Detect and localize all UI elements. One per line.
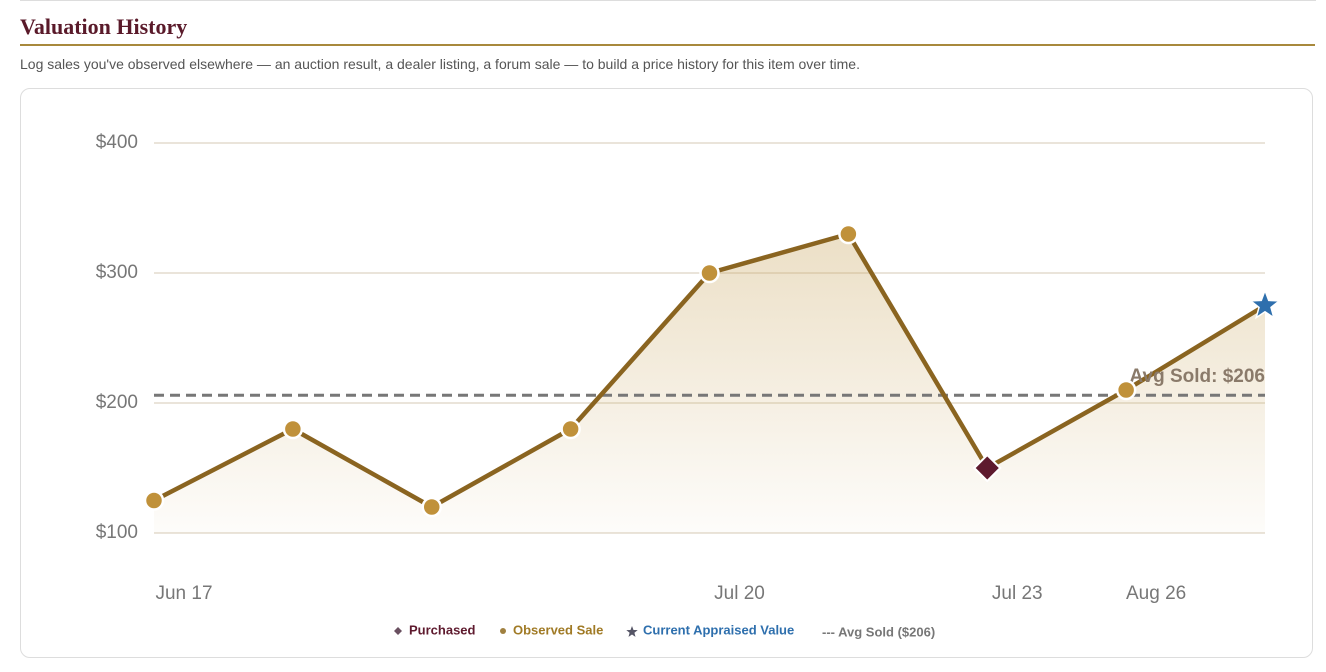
observed-point: [421, 496, 442, 518]
section-title: Valuation History: [20, 14, 188, 39]
appraised-point: [1248, 288, 1282, 320]
divider: [20, 0, 1316, 1]
legend-marker: [500, 628, 506, 634]
legend-label: Observed Sale: [513, 622, 603, 637]
legend-label: Current Appraised Value: [643, 622, 794, 637]
observed-point: [699, 262, 720, 284]
x-tick-label: Jul 20: [714, 583, 765, 604]
observed-point: [1115, 379, 1137, 401]
legend-marker: [394, 627, 402, 635]
x-tick-label: Jun 17: [155, 583, 212, 604]
title-rule: [20, 44, 1315, 46]
x-tick-label: Jul 23: [992, 583, 1043, 604]
x-tick-label: Aug 26: [1126, 583, 1186, 604]
y-tick-label: $200: [96, 392, 138, 413]
area: [154, 234, 1265, 533]
y-tick-label: $400: [96, 132, 138, 153]
y-tick-label: $100: [96, 522, 138, 543]
legend-marker: [626, 626, 638, 637]
legend-label: Purchased: [409, 622, 476, 637]
observed-point: [143, 490, 165, 511]
avg-label: Avg Sold: $206: [1129, 366, 1265, 387]
y-tick-label: $300: [96, 262, 138, 283]
chart-card: [20, 88, 1313, 658]
observed-point: [838, 223, 859, 245]
purchased-point: [972, 453, 1002, 483]
description: Log sales you've observed elsewhere — an…: [20, 56, 860, 72]
observed-point: [560, 418, 581, 440]
observed-point: [282, 418, 304, 440]
legend-label: --- Avg Sold ($206): [822, 624, 935, 639]
